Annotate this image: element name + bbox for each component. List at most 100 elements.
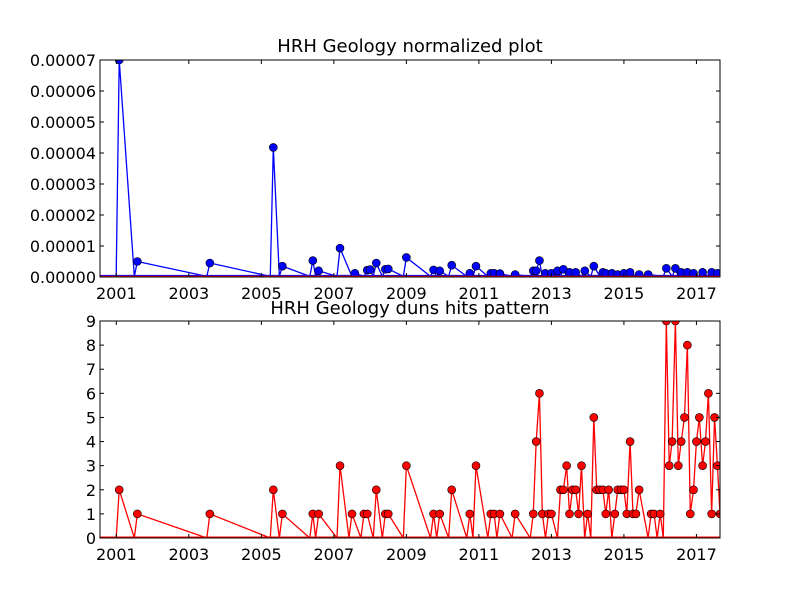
data-point-duns-hits (704, 389, 713, 398)
data-point-duns-hits (689, 485, 698, 495)
y-tick-label: 1 (86, 505, 96, 524)
data-point-normalized (447, 260, 456, 270)
data-point-normalized (580, 266, 590, 276)
y-tick-label: 2 (86, 481, 96, 500)
data-point-normalized (625, 268, 635, 277)
data-point-normalized (471, 261, 481, 271)
data-point-duns-hits (676, 437, 686, 446)
data-point-normalized (402, 253, 411, 262)
data-point-duns-hits (133, 509, 142, 519)
data-point-normalized (634, 270, 644, 277)
data-point-duns-hits (435, 509, 445, 519)
y-tick-label: 8 (86, 336, 96, 355)
axes-frame-duns-hits (99, 320, 721, 539)
data-point-duns-hits (535, 389, 544, 398)
data-point-normalized (350, 268, 360, 277)
data-point-normalized (495, 269, 505, 277)
x-tick-label: 2007 (314, 545, 355, 564)
data-point-duns-hits (371, 485, 381, 495)
x-tick-label: 2011 (459, 284, 500, 303)
data-point-duns-hits (559, 485, 568, 495)
data-point-normalized (535, 256, 544, 265)
data-point-duns-hits (692, 437, 701, 446)
data-point-normalized (713, 268, 720, 277)
data-point-duns-hits (383, 509, 393, 519)
data-point-duns-hits (547, 509, 556, 519)
data-point-duns-hits (362, 509, 372, 519)
data-point-duns-hits (495, 509, 505, 519)
y-tick-label: 0.00005 (30, 113, 96, 132)
data-point-duns-hits (278, 509, 287, 519)
y-tick-label: 0.00006 (30, 82, 96, 101)
y-tick-label: 0 (86, 529, 96, 548)
data-point-duns-hits (674, 461, 683, 470)
data-point-duns-hits (347, 509, 357, 519)
x-tick-label: 2013 (531, 545, 572, 564)
data-point-duns-hits (402, 461, 411, 470)
data-point-duns-hits (698, 461, 707, 470)
data-point-duns-hits (631, 509, 641, 519)
y-tick-label: 6 (86, 384, 96, 403)
x-tick-label: 2011 (459, 545, 500, 564)
data-point-normalized (662, 264, 671, 273)
x-tick-label: 2003 (168, 545, 209, 564)
data-point-duns-hits (471, 461, 481, 470)
y-tick-label: 0.00000 (30, 268, 96, 287)
data-point-duns-hits (701, 437, 710, 446)
data-point-normalized (383, 264, 393, 274)
data-point-duns-hits (447, 485, 456, 495)
y-tick-label: 0.00001 (30, 237, 96, 256)
data-point-duns-hits (655, 509, 665, 519)
data-point-normalized (114, 60, 124, 65)
data-point-normalized (371, 258, 381, 268)
data-point-duns-hits (634, 485, 644, 495)
y-tick-label: 0.00003 (30, 175, 96, 194)
x-tick-label: 2017 (676, 284, 717, 303)
data-point-duns-hits (680, 413, 689, 422)
x-tick-label: 2007 (314, 284, 355, 303)
data-point-normalized (465, 268, 475, 277)
data-point-duns-hits (695, 413, 704, 422)
data-point-normalized (308, 256, 318, 265)
data-point-normalized (698, 268, 707, 277)
data-point-normalized (278, 261, 287, 271)
data-point-duns-hits (314, 509, 323, 519)
chart-duns-hits: HRH Geology duns hits pattern 2001 2003 20… (86, 298, 721, 564)
ticks-normalized: 2001 2003 2005 2007 2009 2011 2013 2015 2017 0.00… (30, 51, 720, 303)
data-point-duns-hits (707, 509, 716, 519)
ticks-duns-hits: 2001 2003 2005 2007 2009 2011 2013 2015 2017 0 1 2 3… (86, 312, 720, 564)
data-point-duns-hits (601, 509, 611, 519)
chart-normalized-plot: HRH Geology normalized plot 2001 2003 2005… (30, 36, 721, 303)
x-tick-label: 2001 (96, 545, 137, 564)
x-tick-label: 2013 (531, 284, 572, 303)
y-tick-label: 7 (86, 360, 96, 379)
chart-title-duns-hits: HRH Geology duns hits pattern (270, 298, 549, 319)
data-point-normalized (133, 257, 142, 266)
data-point-duns-hits (205, 509, 215, 519)
data-point-duns-hits (625, 437, 635, 446)
data-point-normalized (435, 266, 445, 276)
data-point-duns-hits (671, 321, 680, 326)
axes-frame-normalized (99, 59, 721, 278)
y-tick-label: 0.00004 (30, 144, 96, 163)
y-tick-label: 5 (86, 408, 96, 427)
y-tick-label: 0.00002 (30, 206, 96, 225)
data-point-duns-hits (335, 461, 345, 470)
data-point-duns-hits (667, 437, 677, 446)
y-tick-label: 3 (86, 457, 96, 476)
x-tick-label: 2005 (241, 545, 282, 564)
data-point-duns-hits (577, 461, 586, 470)
plot-area-duns-hits (100, 321, 720, 538)
data-point-duns-hits (662, 321, 671, 326)
x-tick-label: 2009 (386, 284, 427, 303)
data-point-normalized (671, 264, 680, 273)
y-tick-label: 9 (86, 312, 96, 331)
data-point-duns-hits (531, 437, 541, 446)
x-tick-label: 2017 (676, 545, 717, 564)
data-point-duns-hits (528, 509, 538, 519)
data-point-duns-hits (664, 461, 674, 470)
data-point-normalized (205, 258, 215, 268)
data-point-duns-hits (589, 413, 599, 422)
x-tick-label: 2015 (604, 284, 645, 303)
data-point-normalized (269, 143, 278, 152)
